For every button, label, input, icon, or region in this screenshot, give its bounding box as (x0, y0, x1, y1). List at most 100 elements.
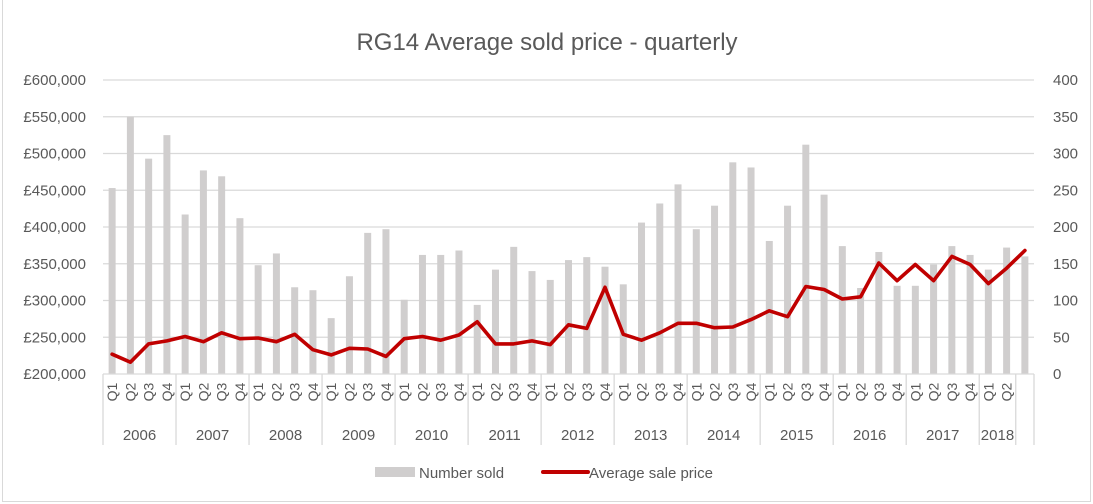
bar (875, 251, 883, 374)
quarter-label: Q2 (926, 382, 942, 401)
quarter-label: Q4 (159, 382, 175, 401)
left-tick-label: £550,000 (23, 109, 86, 126)
quarter-label: Q3 (506, 382, 522, 401)
bar (528, 271, 536, 374)
bar (820, 194, 828, 374)
bar (619, 284, 627, 374)
bar (382, 229, 390, 374)
quarter-label: Q1 (834, 382, 850, 401)
price-line (110, 248, 1027, 365)
quarter-label: Q3 (214, 382, 230, 401)
quarter-label: Q1 (907, 382, 923, 401)
bar (400, 299, 408, 374)
quarter-label: Q2 (780, 382, 796, 401)
bar (674, 184, 682, 374)
bar (291, 287, 299, 374)
year-label: 2018 (981, 427, 1014, 444)
quarter-label: Q2 (707, 382, 723, 401)
right-tick-label: 400 (1053, 72, 1078, 89)
left-tick-label: £200,000 (23, 366, 86, 383)
bar (163, 135, 171, 374)
quarter-label: Q4 (889, 382, 905, 401)
quarter-label: Q4 (451, 382, 467, 401)
bar (108, 188, 116, 374)
quarter-label: Q4 (524, 382, 540, 401)
bar (418, 254, 426, 374)
left-tick-label: £600,000 (23, 72, 86, 89)
quarter-label: Q1 (104, 382, 120, 401)
quarter-label: Q3 (433, 382, 449, 401)
quarter-label: Q1 (615, 382, 631, 401)
bar (656, 203, 664, 374)
year-label: 2011 (488, 427, 520, 444)
x-axis: Q1 Q2 Q3 Q4 Q1 Q2 Q3 Q4 Q1 Q2 Q3 Q4 Q1 Q2 Q3 Q4 Q1 Q2 Q3 Q4… (102, 373, 1035, 445)
left-tick-label: £350,000 (23, 256, 86, 273)
bar (236, 218, 244, 374)
bar (455, 250, 463, 374)
left-tick-label: £450,000 (23, 182, 86, 199)
bar (345, 276, 353, 374)
year-label: 2007 (196, 427, 229, 444)
bar (984, 269, 992, 374)
bar (272, 253, 280, 374)
left-axis: £200,000 £250,000 £300,000 £350,000 £400,000… (23, 72, 86, 383)
quarter-label: Q4 (378, 382, 394, 401)
chart-title: RG14 Average sold price - quarterly (356, 29, 737, 56)
bar (930, 264, 938, 374)
right-tick-label: 0 (1053, 366, 1061, 383)
bar (437, 254, 445, 374)
bar (1003, 247, 1011, 374)
legend-swatch-number-sold (375, 467, 415, 477)
quarter-label: Q1 (761, 382, 777, 401)
year-label: 2010 (415, 427, 448, 444)
right-tick-label: 350 (1053, 109, 1078, 126)
bar (1021, 256, 1029, 374)
left-tick-label: £400,000 (23, 219, 86, 236)
year-label: 2014 (707, 427, 740, 444)
quarter-label: Q3 (652, 382, 668, 401)
bar (692, 229, 700, 374)
year-label: 2012 (561, 427, 594, 444)
quarter-label: Q4 (816, 382, 832, 401)
left-tick-label: £250,000 (23, 329, 86, 346)
right-tick-label: 50 (1053, 329, 1070, 346)
quarter-label: Q1 (177, 382, 193, 401)
year-label: 2006 (123, 427, 156, 444)
quarter-label: Q2 (561, 382, 577, 401)
quarter-label: Q3 (287, 382, 303, 401)
quarter-label: Q1 (396, 382, 412, 401)
quarter-label: Q1 (688, 382, 704, 401)
year-label: 2008 (269, 427, 302, 444)
bar (765, 240, 773, 374)
bar (364, 232, 372, 374)
quarter-label: Q2 (488, 382, 504, 401)
legend-label-number-sold: Number sold (419, 465, 504, 482)
quarter-label: Q1 (250, 382, 266, 401)
quarter-label: Q4 (743, 382, 759, 401)
bar (583, 257, 591, 374)
bar (327, 318, 335, 374)
line-series-average-sale-price (110, 248, 1027, 365)
quarter-label: Q2 (853, 382, 869, 401)
left-tick-label: £300,000 (23, 293, 86, 310)
quarter-label: Q4 (962, 382, 978, 401)
bar (145, 158, 153, 374)
quarter-label: Q4 (232, 382, 248, 401)
quarter-label: Q3 (944, 382, 960, 401)
bar (966, 254, 974, 374)
bar (948, 246, 956, 374)
bar (711, 205, 719, 374)
bar (510, 246, 518, 374)
bar (838, 246, 846, 374)
left-tick-label: £500,000 (23, 146, 86, 163)
quarter-label: Q3 (579, 382, 595, 401)
quarter-label: Q2 (268, 382, 284, 401)
year-label: 2015 (780, 427, 813, 444)
bar (729, 162, 737, 374)
bar (218, 176, 226, 374)
year-label: 2009 (342, 427, 375, 444)
quarter-label: Q2 (415, 382, 431, 401)
right-tick-label: 200 (1053, 219, 1078, 236)
bar (911, 285, 919, 374)
